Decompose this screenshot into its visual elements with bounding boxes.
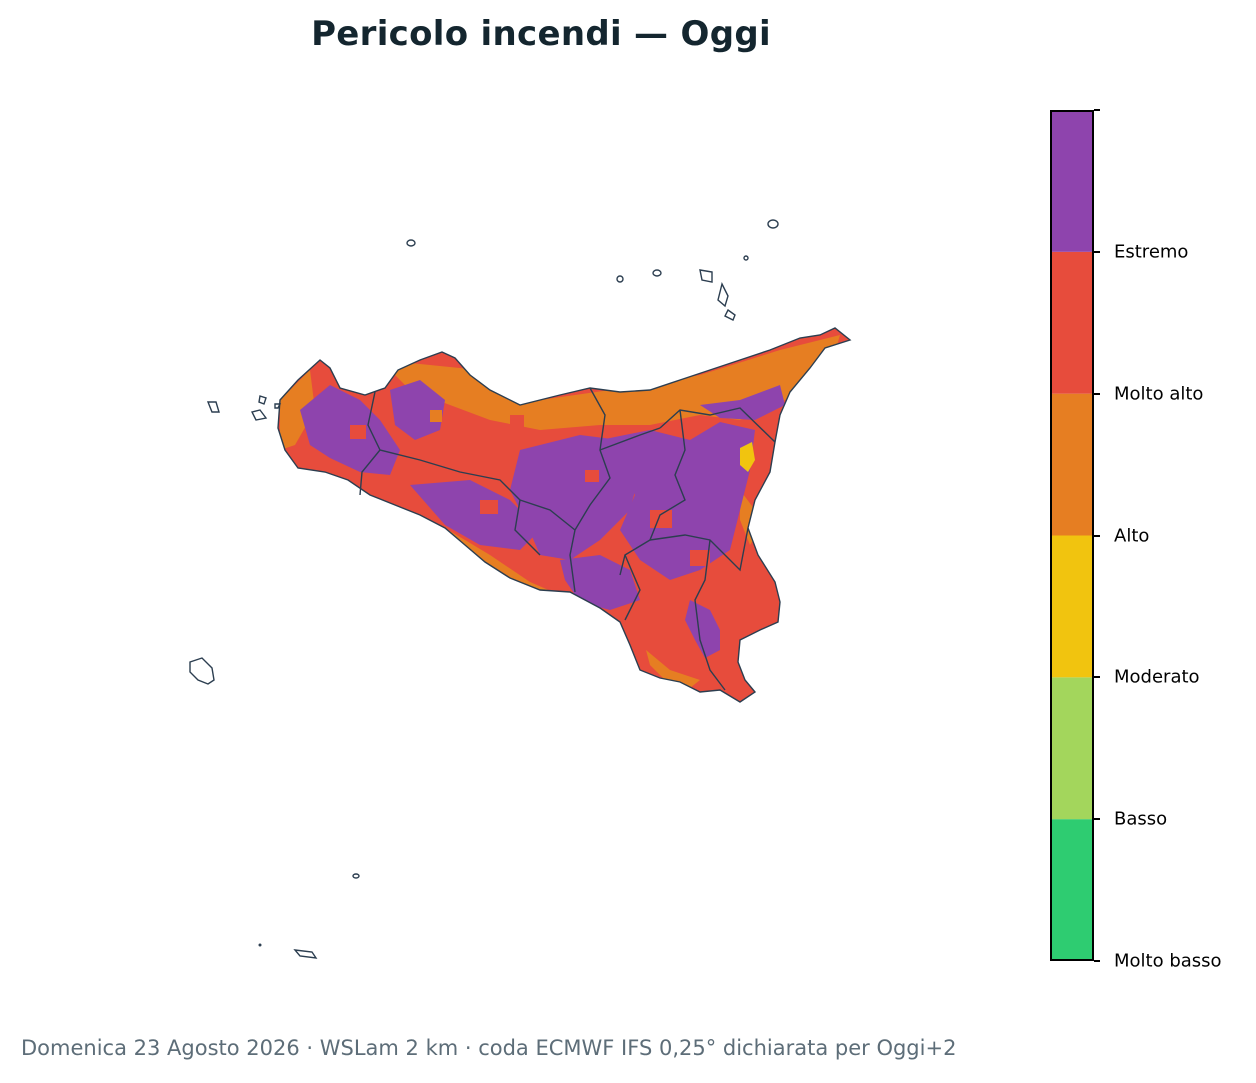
province-boundaries xyxy=(359,387,776,691)
danger-raster xyxy=(278,328,850,702)
legend-label-molto-alto: Molto alto xyxy=(1114,383,1204,405)
footer-caption: Domenica 23 Agosto 2026 · WSLam 2 km · c… xyxy=(21,1036,957,1060)
legend-swatch-alto xyxy=(1050,393,1094,536)
raster-estremo-center xyxy=(510,435,640,560)
fire-danger-map xyxy=(189,219,852,959)
legend-tick-top xyxy=(1094,109,1100,111)
legend-swatch-molto-basso xyxy=(1050,819,1094,961)
legend-label-basso: Basso xyxy=(1114,808,1168,830)
legend-frame xyxy=(1050,110,1094,961)
raster-estremo-south xyxy=(560,555,640,610)
raster-estremo-east xyxy=(600,422,755,580)
raster-alto-south xyxy=(445,528,560,602)
map-title: Pericolo incendi — Oggi xyxy=(311,14,771,54)
legend-colorbar xyxy=(1050,110,1094,961)
raster-estremo-messina xyxy=(700,385,785,420)
raster-alto-southeast xyxy=(646,650,700,688)
legend-swatch-moderato xyxy=(1050,535,1094,678)
legend-swatch-molto-alto xyxy=(1050,251,1094,394)
eolie-islands xyxy=(406,219,779,321)
pantelleria-island xyxy=(189,657,215,685)
legend-tick xyxy=(1094,960,1100,962)
legend-label-molto-basso: Molto basso xyxy=(1114,950,1222,972)
legend-label-estremo: Estremo xyxy=(1114,241,1189,263)
raster-alto-west xyxy=(280,370,315,450)
raster-estremo-ragusa xyxy=(685,600,720,658)
legend-tick xyxy=(1094,534,1100,537)
legend-tick xyxy=(1094,676,1100,679)
legend-swatch-basso xyxy=(1050,677,1094,820)
legend-tick xyxy=(1094,250,1100,253)
legend-label-moderato: Moderato xyxy=(1114,666,1200,688)
raster-moderato-etna xyxy=(740,442,755,472)
legend-swatch-estremo xyxy=(1050,110,1094,252)
legend-swatches xyxy=(1050,110,1094,961)
legend-label-alto: Alto xyxy=(1114,525,1150,546)
egadi-islands xyxy=(206,395,282,421)
legend-tick xyxy=(1094,392,1100,395)
raster-estremo-sw xyxy=(410,480,540,550)
legend-tick xyxy=(1094,818,1100,821)
raster-estremo-palermo xyxy=(390,380,445,440)
pelagie-islands xyxy=(258,873,360,959)
